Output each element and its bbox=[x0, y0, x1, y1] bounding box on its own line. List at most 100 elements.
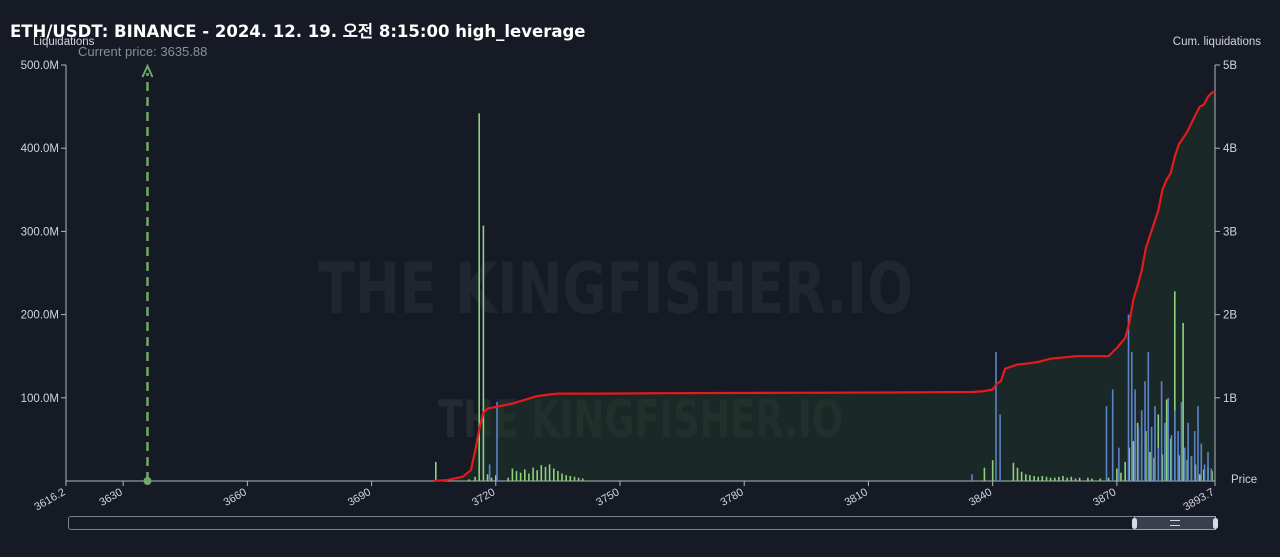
liquidation-bar-green bbox=[1182, 322, 1184, 481]
liquidation-bar-green bbox=[1078, 477, 1081, 481]
liquidation-bar-blue bbox=[1147, 352, 1150, 481]
grip-icon bbox=[1170, 520, 1180, 526]
liquidation-bar-green bbox=[1178, 455, 1180, 481]
liquidation-bar-green bbox=[1153, 457, 1155, 481]
liquidation-bar-green bbox=[581, 478, 584, 481]
left-range-handle[interactable] bbox=[1132, 518, 1137, 529]
liquidation-bar-blue bbox=[1144, 381, 1146, 481]
liquidation-bar-green bbox=[544, 466, 547, 481]
range-scrollbar[interactable] bbox=[68, 516, 1218, 530]
x-tick-label: 3616.2 bbox=[32, 486, 67, 513]
liquidation-bar-green bbox=[528, 473, 530, 481]
chart-title: ETH/USDT: BINANCE - 2024. 12. 19. 오전 8:1… bbox=[10, 22, 586, 41]
liquidation-bar-green bbox=[1033, 476, 1035, 481]
y-axis-label-right: Cum. liquidations bbox=[1172, 36, 1261, 48]
liquidation-bar-green bbox=[536, 470, 538, 481]
liquidation-bar-green bbox=[482, 225, 485, 481]
x-tick-label: 3840 bbox=[967, 486, 994, 509]
liquidation-bar-green bbox=[1054, 477, 1056, 481]
liquidation-bar-green bbox=[468, 479, 470, 481]
y2-tick-label: 5B bbox=[1223, 60, 1237, 72]
liquidation-bar-green bbox=[495, 475, 497, 481]
liquidation-bar-blue bbox=[1164, 422, 1166, 481]
liquidation-bar-blue bbox=[1197, 406, 1199, 481]
liquidation-bar-blue bbox=[488, 464, 491, 481]
x-tick-label: 3660 bbox=[222, 486, 249, 509]
x-tick-label: 3630 bbox=[97, 486, 124, 509]
liquidation-bar-green bbox=[1049, 477, 1052, 481]
x-tick-label: 3750 bbox=[594, 486, 621, 509]
liquidation-bar-blue bbox=[1154, 406, 1156, 481]
liquidation-bar-blue bbox=[1207, 451, 1209, 481]
x-tick-label: 3810 bbox=[843, 486, 870, 509]
liquidation-bar-green bbox=[1116, 468, 1118, 481]
x-tick-label: 3690 bbox=[346, 486, 373, 509]
liquidation-bar-green bbox=[507, 477, 509, 481]
y2-tick-label: 2B bbox=[1223, 310, 1237, 322]
cumulative-area bbox=[433, 91, 1215, 481]
liquidation-bar-green bbox=[1037, 476, 1039, 481]
liquidation-bar-blue bbox=[1131, 352, 1133, 481]
liquidation-bar-blue bbox=[1127, 314, 1130, 481]
liquidation-bar-blue bbox=[1105, 406, 1108, 481]
liquidation-bar-green bbox=[561, 473, 563, 481]
liquidation-bar-blue bbox=[1137, 426, 1140, 481]
y-tick-label: 200.0M bbox=[21, 310, 59, 322]
watermark-text-large: THE KINGFISHER.IO bbox=[318, 248, 913, 330]
liquidation-bar-green bbox=[557, 471, 559, 481]
liquidation-bar-blue bbox=[999, 414, 1001, 481]
current-price-dot bbox=[143, 477, 152, 485]
arrow-up-icon bbox=[141, 63, 154, 78]
liquidation-bar-blue bbox=[1134, 389, 1136, 481]
liquidation-bar-green bbox=[519, 472, 522, 481]
y-tick-label: 500.0M bbox=[21, 60, 59, 72]
liquidation-bar-green bbox=[569, 476, 572, 481]
x-tick-label: 3780 bbox=[719, 486, 746, 509]
liquidation-bar-blue bbox=[1193, 431, 1196, 481]
liquidation-bar-blue bbox=[1210, 468, 1213, 481]
liquidation-bar-blue bbox=[1200, 443, 1203, 481]
liquidation-bar-green bbox=[991, 460, 994, 481]
y2-tick-label: 3B bbox=[1223, 226, 1237, 238]
liquidation-bar-green bbox=[540, 465, 543, 481]
x-tick-label: 3893.7 bbox=[1181, 486, 1216, 513]
watermark-text-small: THE KINGFISHER.IO bbox=[438, 390, 843, 450]
scrollbar-thumb[interactable] bbox=[1132, 516, 1218, 530]
liquidation-bar-green bbox=[553, 468, 555, 481]
current-price-label: Current price: 3635.88 bbox=[78, 44, 208, 59]
right-range-handle[interactable] bbox=[1213, 518, 1218, 529]
liquidation-bar-green bbox=[1012, 462, 1015, 481]
liquidation-bar-blue bbox=[1170, 435, 1173, 481]
liquidation-bar-blue bbox=[1150, 426, 1153, 481]
liquidation-bar-blue bbox=[1111, 389, 1114, 481]
liquidation-bar-green bbox=[1120, 472, 1122, 481]
liquidation-bar-blue bbox=[1180, 402, 1183, 481]
y-tick-label: 100.0M bbox=[21, 393, 59, 405]
liquidation-bar-green bbox=[511, 468, 514, 481]
cumulative-line bbox=[433, 90, 1216, 482]
liquidation-bar-blue bbox=[995, 352, 997, 481]
liquidation-bar-green bbox=[983, 467, 986, 481]
liquidation-bar-green bbox=[1016, 467, 1019, 481]
liquidation-bar-green bbox=[486, 474, 489, 481]
liquidation-bar-blue bbox=[1203, 464, 1206, 481]
liquidation-bar-blue bbox=[1177, 431, 1179, 481]
liquidation-bar-green bbox=[490, 477, 493, 481]
liquidation-bar-green bbox=[478, 113, 480, 482]
liquidation-bar-green bbox=[1132, 441, 1135, 481]
liquidation-bar-blue bbox=[1187, 422, 1189, 481]
liquidation-bar-blue bbox=[496, 402, 498, 481]
x-tick-label: 3720 bbox=[470, 486, 497, 509]
liquidation-bar-green bbox=[1062, 476, 1064, 481]
liquidation-bar-green bbox=[577, 477, 580, 481]
liquidation-bar-green bbox=[1020, 471, 1023, 481]
watermark: THE KINGFISHER.IO THE KINGFISHER.IO bbox=[318, 248, 913, 450]
liquidation-bar-blue bbox=[1157, 447, 1160, 481]
liquidation-bar-blue bbox=[1140, 410, 1143, 481]
liquidation-bar-green bbox=[515, 471, 518, 481]
liquidation-bar-green bbox=[1124, 461, 1126, 481]
liquidation-bar-green bbox=[1041, 476, 1044, 481]
y-tick-label: 300.0M bbox=[21, 226, 59, 238]
liquidation-bar-green bbox=[573, 476, 576, 481]
